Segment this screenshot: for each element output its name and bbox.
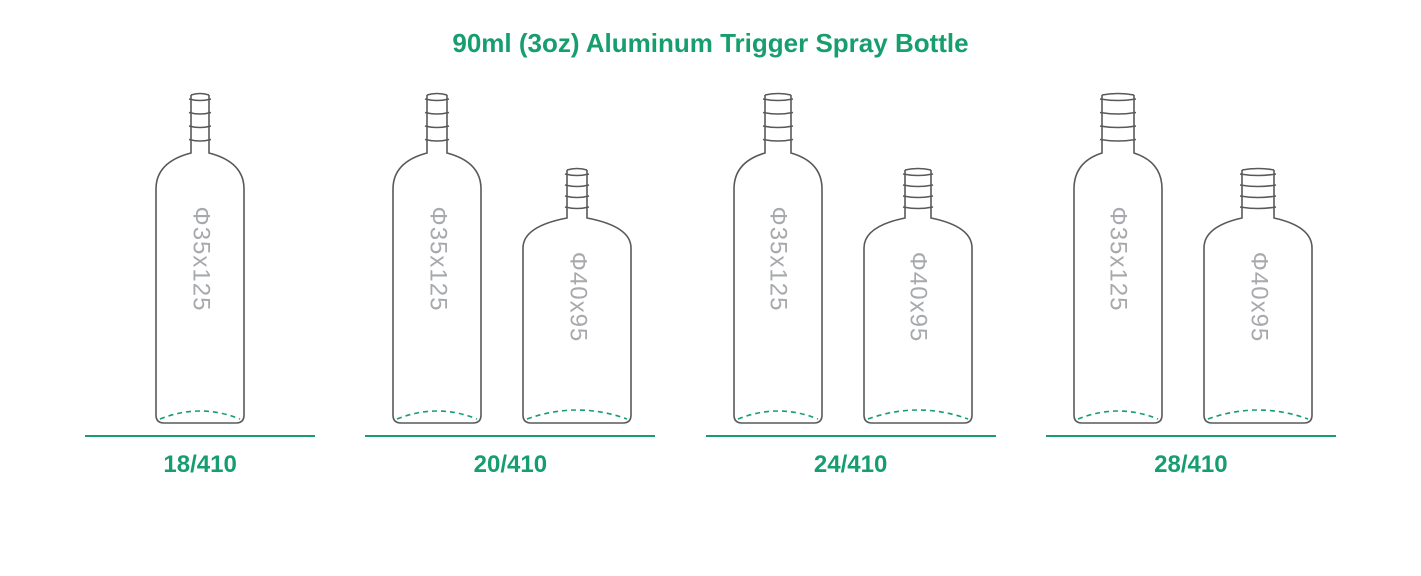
neck-size-label: 28/410 [1154, 451, 1227, 479]
bottle-row: Φ35x125 18/410 Φ35x125 Φ40x95 20/410 [0, 89, 1421, 479]
neck-size-label: 24/410 [814, 451, 887, 479]
bottle-short-dimension: Φ40x95 [1244, 251, 1272, 342]
bottle-set: Φ35x125 [140, 89, 260, 429]
bottle-set: Φ35x125 Φ40x95 [718, 89, 984, 429]
bottle-short: Φ40x95 [511, 164, 643, 429]
group-underline [1046, 435, 1336, 437]
bottle-short-dimension: Φ40x95 [904, 251, 932, 342]
bottle-tall-dimension: Φ35x125 [1104, 207, 1132, 312]
bottle-set: Φ35x125 Φ40x95 [377, 89, 643, 429]
page-title: 90ml (3oz) Aluminum Trigger Spray Bottle [0, 0, 1421, 59]
neck-size-label: 20/410 [474, 451, 547, 479]
neck-group: Φ35x125 18/410 [85, 89, 315, 479]
bottle-tall: Φ35x125 [718, 89, 838, 429]
bottle-set: Φ35x125 Φ40x95 [1058, 89, 1324, 429]
group-underline [706, 435, 996, 437]
bottle-short: Φ40x95 [1192, 164, 1324, 429]
neck-group: Φ35x125 Φ40x95 20/410 [365, 89, 655, 479]
bottle-short-dimension: Φ40x95 [563, 251, 591, 342]
bottle-tall-dimension: Φ35x125 [186, 207, 214, 312]
bottle-short: Φ40x95 [852, 164, 984, 429]
bottle-tall: Φ35x125 [140, 89, 260, 429]
bottle-tall-dimension: Φ35x125 [764, 207, 792, 312]
bottle-tall: Φ35x125 [377, 89, 497, 429]
neck-group: Φ35x125 Φ40x95 28/410 [1046, 89, 1336, 479]
neck-size-label: 18/410 [163, 451, 236, 479]
neck-group: Φ35x125 Φ40x95 24/410 [706, 89, 996, 479]
bottle-tall-dimension: Φ35x125 [423, 207, 451, 312]
group-underline [85, 435, 315, 437]
bottle-tall: Φ35x125 [1058, 89, 1178, 429]
group-underline [365, 435, 655, 437]
